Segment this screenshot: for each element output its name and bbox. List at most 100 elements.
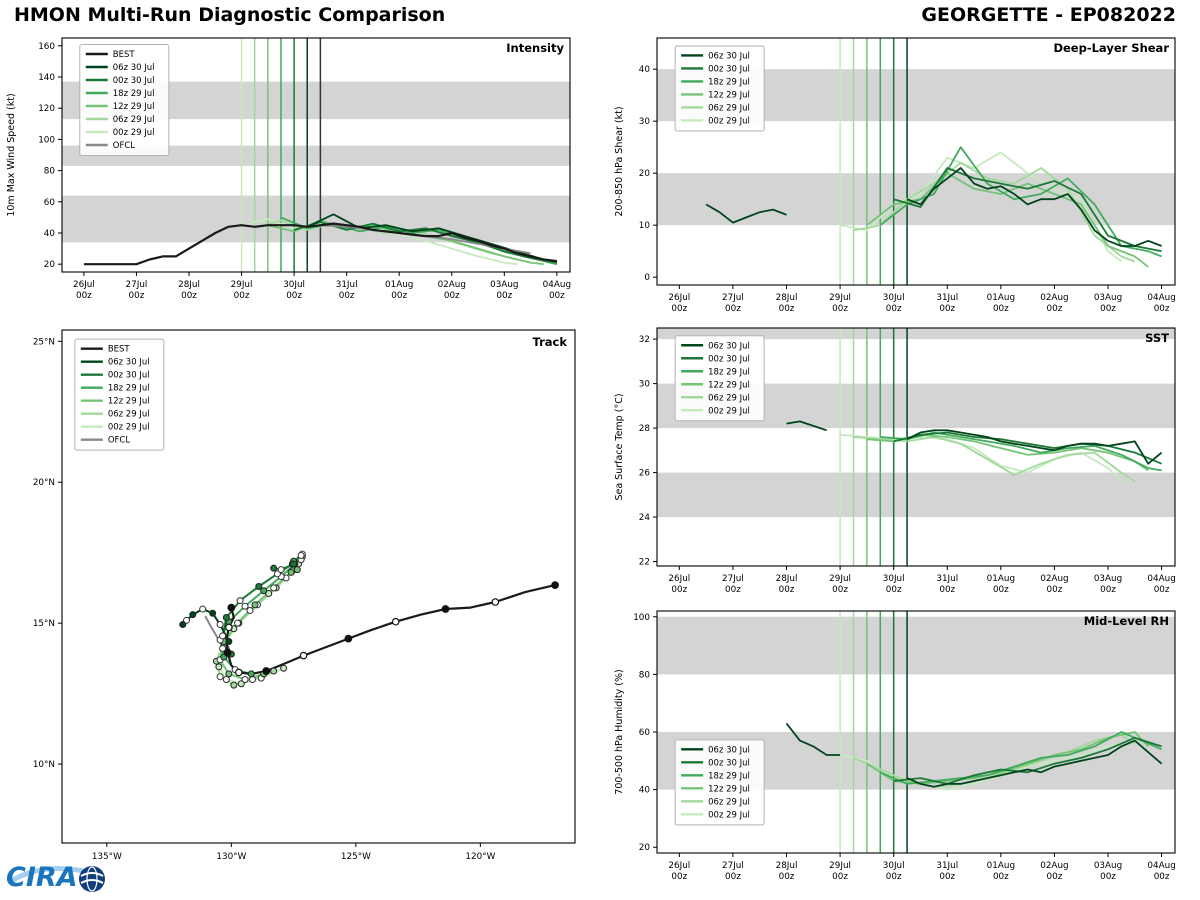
legend-box <box>674 335 765 422</box>
svg-text:00z: 00z <box>1154 304 1170 314</box>
svg-text:30: 30 <box>639 117 651 127</box>
svg-text:10: 10 <box>639 221 651 231</box>
series-group <box>785 722 1163 791</box>
svg-text:20: 20 <box>639 843 651 853</box>
svg-text:31Jul: 31Jul <box>936 574 958 584</box>
svg-text:12z 29 Jul: 12z 29 Jul <box>708 380 750 390</box>
svg-text:00z: 00z <box>939 872 955 882</box>
svg-text:00z: 00z <box>671 304 687 314</box>
svg-text:00z: 00z <box>129 291 145 301</box>
svg-text:18z 29 Jul: 18z 29 Jul <box>708 367 750 377</box>
svg-text:0: 0 <box>644 273 650 283</box>
rh-chart: 26Jul00z27Jul00z28Jul00z29Jul00z30Jul00z… <box>614 610 1176 882</box>
svg-text:18z 29 Jul: 18z 29 Jul <box>113 89 155 99</box>
svg-text:40: 40 <box>44 229 56 239</box>
series-00z-30-jul <box>893 736 1162 785</box>
rh-panel: 26Jul 00z 27Jul 00z 28Jul 00z 29Jul 00z 30Jul 00z… <box>610 598 1200 900</box>
svg-text:SST: SST <box>1145 331 1169 345</box>
shaded-band <box>657 616 1175 675</box>
svg-text:120°W: 120°W <box>465 852 495 862</box>
axes-border <box>61 37 571 273</box>
svg-text:02Aug: 02Aug <box>438 280 466 290</box>
svg-text:00z: 00z <box>779 872 795 882</box>
svg-text:27Jul: 27Jul <box>126 280 148 290</box>
svg-text:12z 29 Jul: 12z 29 Jul <box>113 102 155 112</box>
svg-text:29Jul: 29Jul <box>829 574 851 584</box>
shaded-band <box>62 195 570 243</box>
svg-text:06z 30 Jul: 06z 30 Jul <box>113 63 155 73</box>
svg-text:00z: 00z <box>1047 585 1063 595</box>
svg-text:00z: 00z <box>939 585 955 595</box>
svg-text:04Aug: 04Aug <box>1147 574 1175 584</box>
svg-text:04Aug: 04Aug <box>1147 861 1175 871</box>
svg-text:10m Max Wind Speed (kt): 10m Max Wind Speed (kt) <box>6 93 17 216</box>
svg-text:Sea Surface Temp (°C): Sea Surface Temp (°C) <box>614 393 625 500</box>
svg-text:120: 120 <box>38 104 55 114</box>
svg-text:12z 29 Jul: 12z 29 Jul <box>708 784 750 794</box>
svg-text:00z 30 Jul: 00z 30 Jul <box>708 354 750 364</box>
svg-text:02Aug: 02Aug <box>1040 861 1068 871</box>
svg-text:04Aug: 04Aug <box>543 280 571 290</box>
svg-text:29Jul: 29Jul <box>829 861 851 871</box>
shaded-band <box>657 328 1175 340</box>
svg-text:00z: 00z <box>886 304 902 314</box>
svg-text:06z 30 Jul: 06z 30 Jul <box>708 341 750 351</box>
intensity-panel: 26Jul 00z 27Jul 00z 28Jul 00z 29Jul 00z 30Jul 00z… <box>0 28 600 322</box>
svg-text:32: 32 <box>639 335 650 345</box>
svg-text:24: 24 <box>639 513 651 523</box>
svg-text:BEST: BEST <box>108 345 131 355</box>
svg-text:00z 29 Jul: 00z 29 Jul <box>708 116 750 126</box>
svg-text:00z: 00z <box>832 304 848 314</box>
svg-text:00z: 00z <box>1100 872 1116 882</box>
svg-text:28: 28 <box>639 424 650 434</box>
svg-text:06z 29 Jul: 06z 29 Jul <box>708 103 750 113</box>
svg-text:20°N: 20°N <box>33 478 55 488</box>
svg-text:22: 22 <box>639 558 650 568</box>
svg-text:160: 160 <box>38 42 55 52</box>
shaded-band <box>657 472 1175 518</box>
axes-border <box>656 37 1176 286</box>
svg-text:60: 60 <box>44 198 56 208</box>
page-title: HMON Multi-Run Diagnostic Comparison <box>14 4 446 26</box>
svg-text:00z: 00z <box>76 291 92 301</box>
svg-text:00z: 00z <box>993 304 1009 314</box>
svg-text:00z: 00z <box>725 872 741 882</box>
svg-text:00z: 00z <box>549 291 565 301</box>
cira-logo: CIRA <box>6 862 105 893</box>
svg-text:27Jul: 27Jul <box>722 293 744 303</box>
series-00z-30-jul <box>893 167 1162 253</box>
svg-text:26: 26 <box>639 469 651 479</box>
svg-text:00z 30 Jul: 00z 30 Jul <box>708 758 750 768</box>
svg-text:12z 29 Jul: 12z 29 Jul <box>108 397 150 407</box>
svg-text:00z: 00z <box>339 291 355 301</box>
svg-text:00z: 00z <box>1154 585 1170 595</box>
legend-box <box>79 44 170 157</box>
svg-text:29Jul: 29Jul <box>231 280 253 290</box>
svg-text:30Jul: 30Jul <box>883 861 905 871</box>
svg-text:28Jul: 28Jul <box>178 280 200 290</box>
svg-text:12z 29 Jul: 12z 29 Jul <box>708 90 750 100</box>
svg-text:04Aug: 04Aug <box>1147 293 1175 303</box>
svg-text:26Jul: 26Jul <box>73 280 95 290</box>
series-06z-29-jul <box>853 436 1136 483</box>
svg-text:20: 20 <box>639 169 651 179</box>
svg-text:100: 100 <box>633 613 650 623</box>
svg-text:80: 80 <box>44 167 56 177</box>
series-00z-30-jul <box>293 221 558 264</box>
shear-panel: 26Jul 00z 27Jul 00z 28Jul 00z 29Jul 00z 30Jul 00z… <box>610 28 1200 332</box>
svg-text:80: 80 <box>639 670 651 680</box>
svg-text:31Jul: 31Jul <box>336 280 358 290</box>
svg-text:29Jul: 29Jul <box>829 293 851 303</box>
svg-text:00z: 00z <box>779 304 795 314</box>
svg-text:30: 30 <box>639 380 651 390</box>
svg-text:31Jul: 31Jul <box>936 861 958 871</box>
svg-text:00z: 00z <box>496 291 512 301</box>
series-06z-29-jul <box>853 734 1136 788</box>
svg-text:01Aug: 01Aug <box>987 293 1015 303</box>
legend-box <box>74 338 165 451</box>
series-06z-30-jul <box>786 420 1163 465</box>
svg-text:26Jul: 26Jul <box>668 293 690 303</box>
svg-text:26Jul: 26Jul <box>668 861 690 871</box>
svg-text:18z 29 Jul: 18z 29 Jul <box>708 77 750 87</box>
sst-chart: 26Jul00z27Jul00z28Jul00z29Jul00z30Jul00z… <box>614 327 1176 595</box>
